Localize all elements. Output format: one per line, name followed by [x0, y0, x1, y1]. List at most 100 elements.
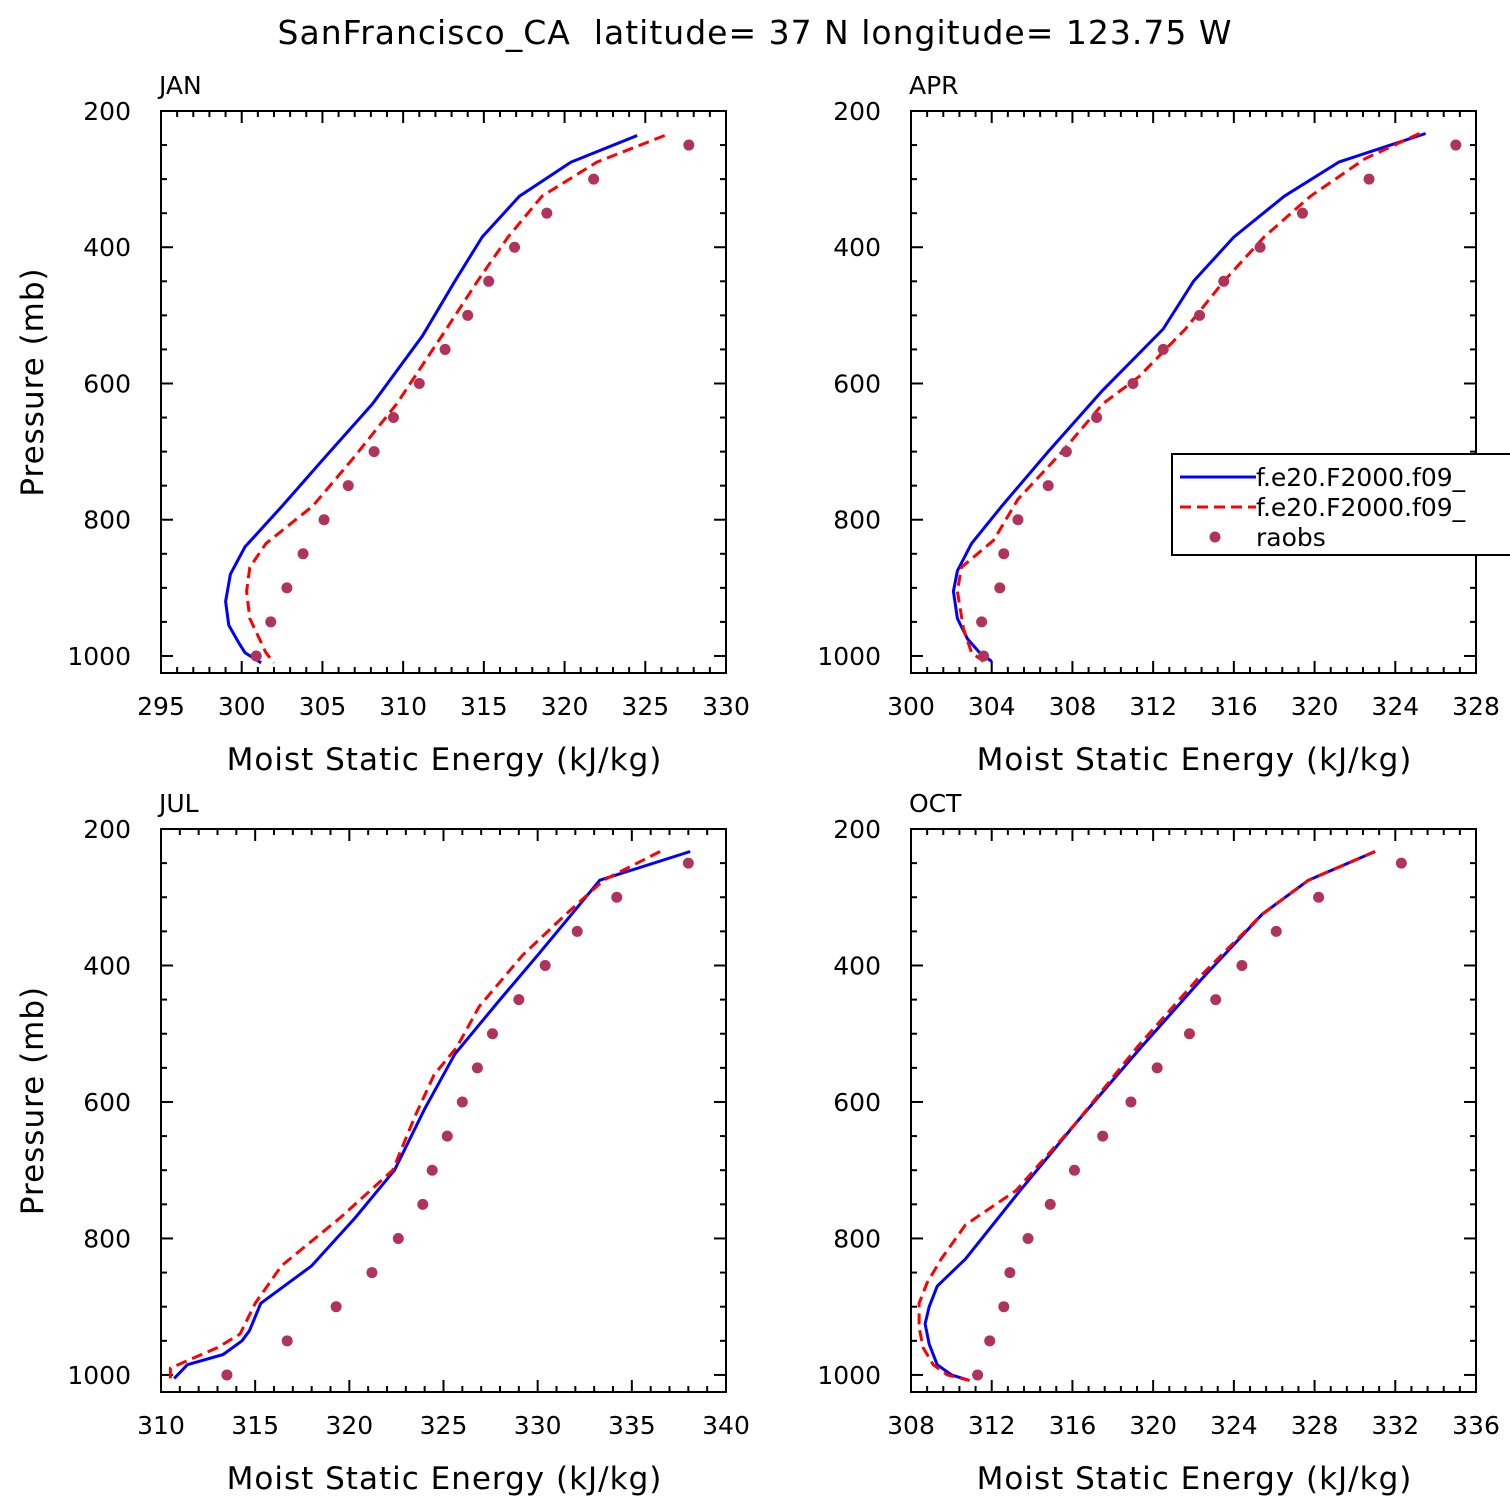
raobs-point — [984, 1335, 996, 1347]
raobs-point — [1395, 857, 1407, 869]
raobs-point — [483, 275, 495, 287]
raobs-point — [1363, 173, 1375, 185]
y-tick-label: 1000 — [67, 642, 131, 671]
series-line-dashed — [917, 850, 1376, 1382]
raobs-point — [978, 650, 990, 662]
raobs-point — [318, 514, 330, 526]
x-tick-label: 315 — [231, 1411, 279, 1440]
legend-label: raobs — [1256, 523, 1326, 552]
raobs-point — [1012, 514, 1024, 526]
raobs-point — [265, 616, 277, 628]
raobs-point — [998, 1301, 1010, 1313]
y-tick-label: 800 — [833, 506, 881, 535]
plot-frame — [910, 110, 1477, 674]
raobs-point — [368, 446, 380, 458]
y-tick-label: 200 — [83, 97, 131, 126]
raobs-point — [1183, 1028, 1195, 1040]
raobs-point — [456, 1096, 468, 1108]
x-tick-label: 320 — [1291, 692, 1339, 721]
raobs-point — [1042, 480, 1054, 492]
panel-oct: 308 312 316 320 324 328 332 336 200 400 600 800 1000… — [817, 789, 1499, 1497]
series-line-solid — [923, 850, 1376, 1382]
x-tick-label: 316 — [1049, 1411, 1097, 1440]
raobs-point — [539, 959, 551, 971]
raobs-point — [1313, 891, 1325, 903]
x-tick-label: 315 — [460, 692, 508, 721]
y-tick-label: 600 — [83, 369, 131, 398]
y-tick-label: 800 — [83, 506, 131, 535]
y-tick-label: 600 — [83, 1088, 131, 1117]
y-tick-label: 1000 — [817, 1361, 881, 1390]
series-line-dashed — [955, 132, 1421, 663]
raobs-point — [426, 1164, 438, 1176]
raobs-point — [509, 241, 521, 253]
plot-frame — [910, 828, 1477, 1393]
raobs-point — [417, 1198, 429, 1210]
y-axis-title: Pressure (mb) — [15, 267, 51, 496]
raobs-point — [1127, 377, 1139, 389]
raobs-point — [297, 548, 309, 560]
x-tick-label: 325 — [621, 692, 669, 721]
series-line-dashed — [245, 134, 666, 664]
raobs-point — [441, 1130, 453, 1142]
raobs-point — [513, 994, 525, 1006]
series-group — [224, 134, 695, 665]
y-tick-label: 400 — [833, 233, 881, 262]
raobs-point — [541, 207, 553, 219]
series-line-solid — [173, 850, 691, 1380]
raobs-point — [571, 925, 583, 937]
x-tick-label: 300 — [887, 692, 935, 721]
raobs-point — [366, 1267, 378, 1279]
x-tick-label: 328 — [1291, 1411, 1339, 1440]
raobs-point — [462, 309, 474, 321]
raobs-point — [486, 1028, 498, 1040]
x-tick-label: 308 — [887, 1411, 935, 1440]
legend-label: f.e20.F2000.f09_ — [1256, 493, 1466, 522]
y-tick-label: 400 — [83, 951, 131, 980]
x-tick-label: 310 — [137, 1411, 185, 1440]
y-axis-title: Pressure (mb) — [15, 986, 51, 1215]
page-title: SanFrancisco_CA latitude= 37 N longitude… — [278, 13, 1233, 52]
raobs-point — [994, 582, 1006, 594]
x-tick-label: 320 — [1129, 1411, 1177, 1440]
y-tick-label: 800 — [833, 1224, 881, 1253]
raobs-point — [342, 480, 354, 492]
raobs-point — [588, 173, 600, 185]
x-tick-label: 295 — [137, 692, 185, 721]
y-tick-label: 600 — [833, 369, 881, 398]
plot-frame — [160, 110, 727, 674]
panel-jan: 295 300 305 310 315 320 325 330 200 400 600 800 1000… — [15, 71, 750, 778]
raobs-point — [1254, 241, 1266, 253]
raobs-point — [1210, 994, 1222, 1006]
x-tick-label: 332 — [1371, 1411, 1419, 1440]
y-tick-label: 400 — [833, 951, 881, 980]
raobs-point — [976, 616, 988, 628]
raobs-point — [1091, 412, 1103, 424]
panel-label: JAN — [157, 71, 202, 100]
raobs-point — [250, 650, 262, 662]
x-tick-label: 336 — [1452, 1411, 1500, 1440]
raobs-point — [1068, 1164, 1080, 1176]
raobs-point — [281, 1335, 293, 1347]
x-tick-label: 330 — [514, 1411, 562, 1440]
x-tick-label: 316 — [1210, 692, 1258, 721]
y-tick-label: 1000 — [67, 1361, 131, 1390]
legend-marker-dot — [1209, 531, 1221, 543]
series-line-dashed — [168, 850, 661, 1379]
x-tick-label: 304 — [968, 692, 1016, 721]
panels: 295 300 305 310 315 320 325 330 200 400 600 800 1000… — [15, 71, 1510, 1497]
raobs-point — [1125, 1096, 1137, 1108]
x-tick-label: 312 — [1129, 692, 1177, 721]
panel-label: APR — [909, 71, 959, 100]
raobs-point — [413, 377, 425, 389]
y-tick-label: 600 — [833, 1088, 881, 1117]
x-tick-label: 320 — [541, 692, 589, 721]
raobs-point — [1097, 1130, 1109, 1142]
x-tick-label: 325 — [420, 1411, 468, 1440]
raobs-point — [281, 582, 293, 594]
raobs-point — [1296, 207, 1308, 219]
raobs-point — [1044, 1198, 1056, 1210]
x-tick-label: 312 — [968, 1411, 1016, 1440]
raobs-point — [439, 343, 451, 355]
